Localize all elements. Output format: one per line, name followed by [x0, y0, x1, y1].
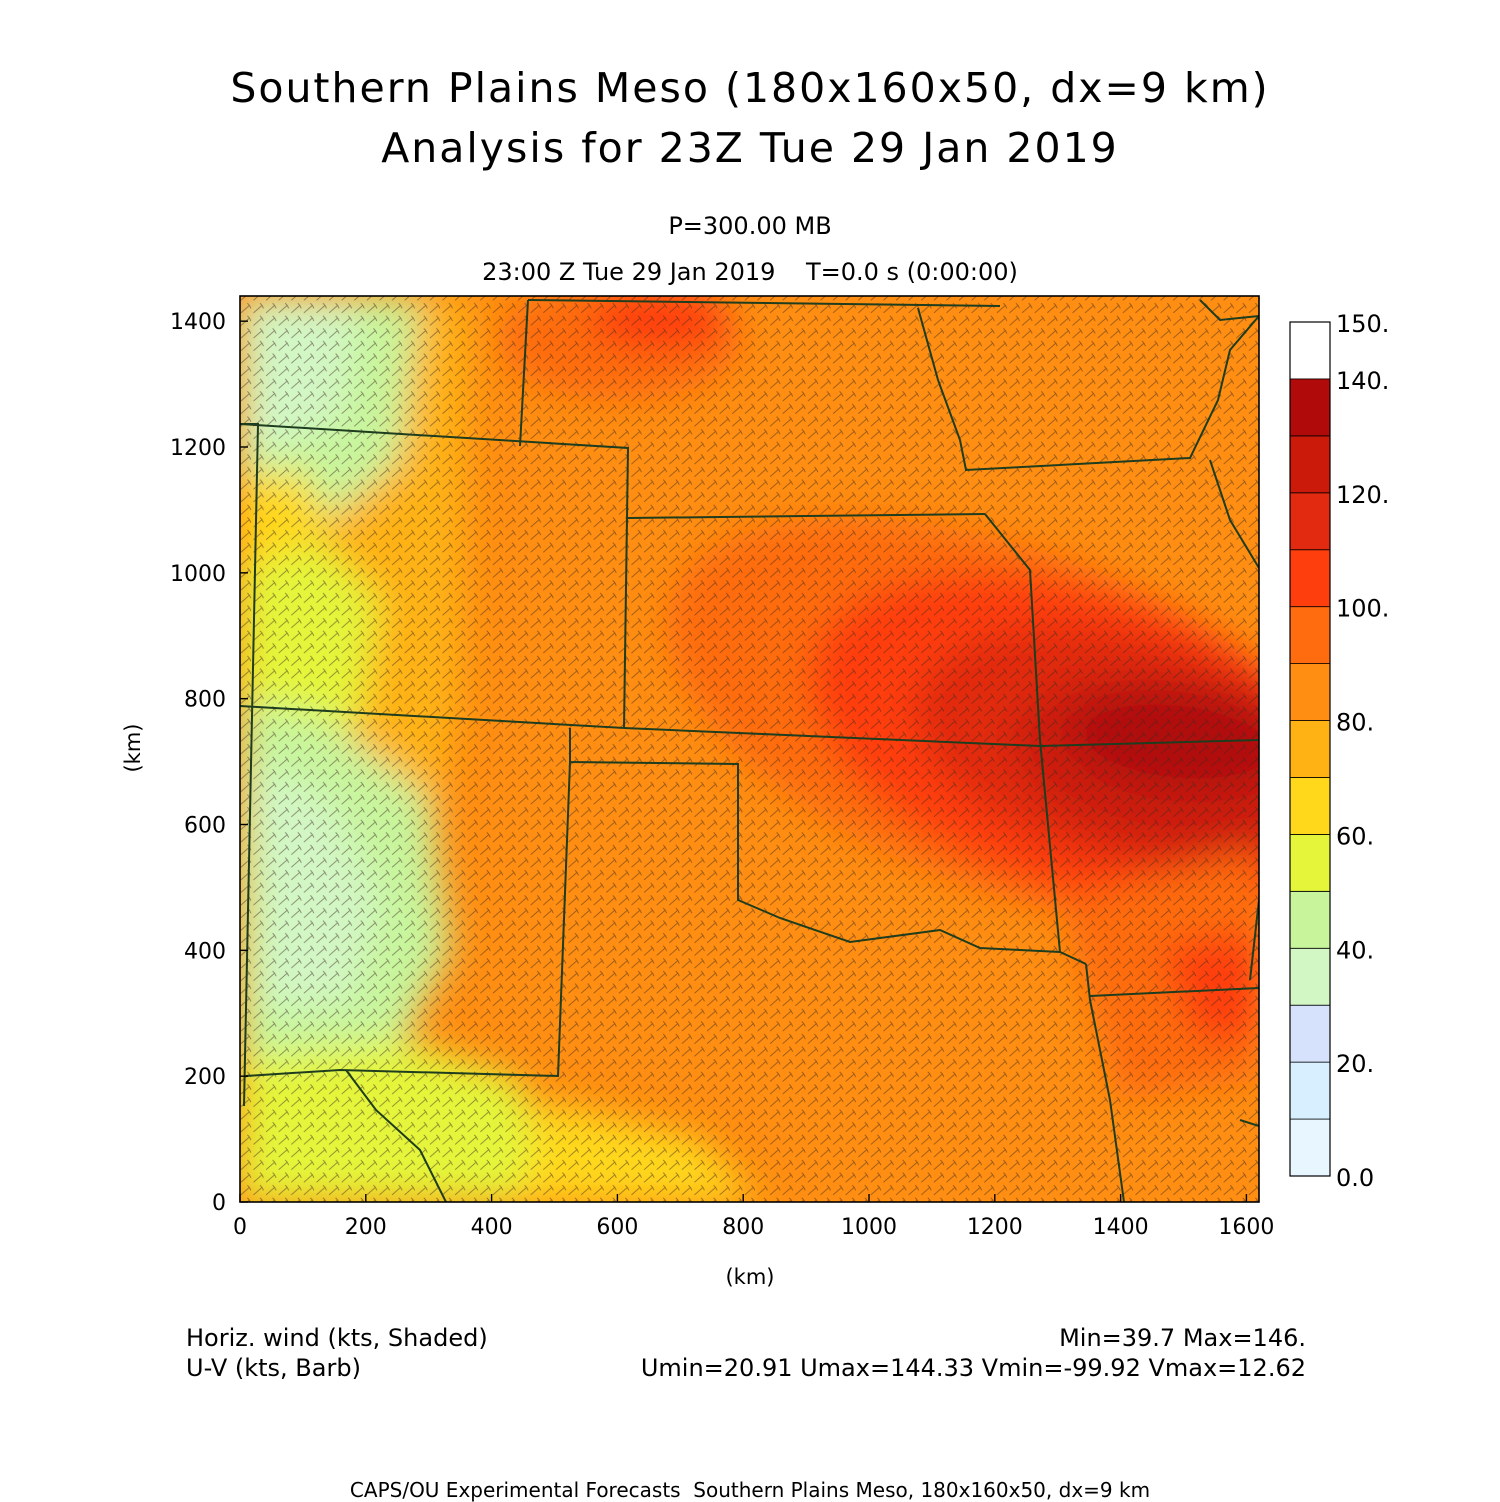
y-tick-label: 0 — [212, 1191, 226, 1216]
colorbar-label: 20. — [1336, 1050, 1374, 1078]
colorbar-bin — [1289, 1118, 1331, 1177]
x-tick-label: 1200 — [967, 1215, 1023, 1240]
min-max-readout: Min=39.7 Max=146. — [1059, 1324, 1306, 1352]
valid-time-label: 23:00 Z Tue 29 Jan 2019 T=0.0 s (0:00:00… — [482, 258, 1018, 286]
plot-title-line2: Analysis for 23Z Tue 29 Jan 2019 — [381, 124, 1119, 172]
colorbar-label: 80. — [1336, 709, 1374, 737]
x-tick-label: 1600 — [1218, 1215, 1274, 1240]
x-tick-label: 400 — [471, 1215, 513, 1240]
y-axis-unit: (km) — [121, 723, 145, 772]
colorbar-bin — [1289, 890, 1331, 949]
colorbar-label: 100. — [1336, 595, 1389, 623]
x-tick-label: 200 — [345, 1215, 387, 1240]
colorbar-label: 60. — [1336, 822, 1374, 850]
colorbar: 0.0 20. 40. 60. 80. 100. 120. 140. 150. — [1289, 310, 1389, 1192]
colorbar-label: 140. — [1336, 367, 1389, 395]
colorbar-frame — [1289, 321, 1331, 1177]
y-tick-label: 800 — [184, 688, 226, 713]
y-tick-label: 200 — [184, 1065, 226, 1090]
colorbar-bin — [1289, 492, 1331, 551]
plot-frame — [239, 295, 1260, 1203]
colorbar-bin — [1289, 435, 1331, 494]
y-tick-label: 1000 — [170, 562, 226, 587]
x-tick-label: 0 — [233, 1215, 247, 1240]
colorbar-bin — [1289, 720, 1331, 778]
y-tick-label: 400 — [184, 939, 226, 964]
pressure-level-label: P=300.00 MB — [668, 212, 832, 240]
shaded-field-label: Horiz. wind (kts, Shaded) — [186, 1324, 488, 1352]
x-axis-ticks: 0 200 400 600 800 1000 1200 1400 1600 — [233, 1194, 1274, 1240]
colorbar-bin — [1289, 777, 1331, 835]
colorbar-bin — [1289, 378, 1331, 437]
y-axis-ticks: 0 200 400 600 800 1000 1200 1400 — [170, 310, 248, 1216]
colorbar-label: 120. — [1336, 481, 1389, 509]
colorbar-bin — [1289, 947, 1331, 1006]
x-axis-unit: (km) — [725, 1265, 774, 1289]
wind-speed-shading — [240, 296, 1259, 1202]
x-tick-label: 600 — [596, 1215, 638, 1240]
colorbar-bin — [1289, 834, 1331, 892]
colorbar-bin — [1289, 606, 1331, 665]
colorbar-label: 40. — [1336, 936, 1374, 964]
x-tick-label: 1000 — [841, 1215, 897, 1240]
barb-field-label: U-V (kts, Barb) — [186, 1354, 361, 1382]
uv-range-readout: Umin=20.91 Umax=144.33 Vmin=-99.92 Vmax=… — [640, 1354, 1306, 1382]
colorbar-bin — [1289, 1004, 1331, 1063]
colorbar-bin — [1289, 549, 1331, 608]
plot-title-line1: Southern Plains Meso (180x160x50, dx=9 k… — [230, 64, 1270, 112]
y-tick-label: 600 — [184, 814, 226, 839]
x-tick-label: 1400 — [1093, 1215, 1149, 1240]
state-boundaries — [240, 299, 1259, 1202]
colorbar-bin — [1289, 663, 1331, 721]
colorbar-label: 150. — [1336, 310, 1389, 338]
colorbar-label: 0.0 — [1336, 1164, 1374, 1192]
y-tick-label: 1400 — [170, 310, 226, 335]
credit-line: CAPS/OU Experimental Forecasts Southern … — [349, 1478, 1151, 1502]
colorbar-bin — [1289, 1061, 1331, 1120]
y-tick-label: 1200 — [170, 436, 226, 461]
x-tick-label: 800 — [722, 1215, 764, 1240]
